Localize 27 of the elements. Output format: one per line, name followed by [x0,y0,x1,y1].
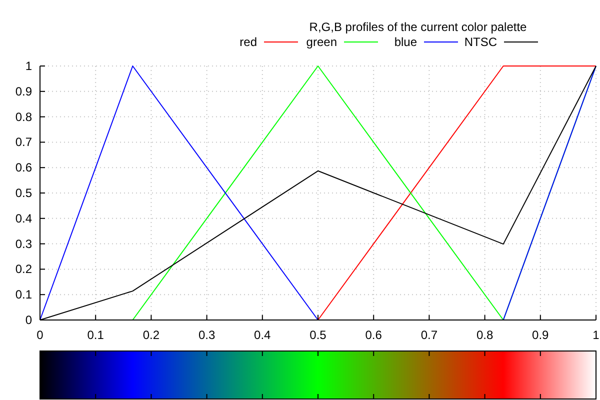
x-tick-label: 0.4 [254,328,272,342]
chart-title: R,G,B profiles of the current color palette [309,20,528,34]
x-tick-label: 0.8 [476,328,494,342]
y-tick-label: 0 [25,313,32,327]
y-tick-label: 0.7 [15,135,32,150]
x-tick-label: 0.1 [87,328,104,342]
y-tick-label: 0.4 [15,211,32,226]
x-tick-label: 0.7 [420,328,438,342]
x-tick-label: 0.5 [310,328,327,342]
x-tick-label: 0.3 [198,328,216,342]
x-tick-label: 0.2 [142,328,160,342]
x-tick-label: 0.6 [365,328,382,342]
legend-label: NTSC [464,35,498,49]
y-tick-label: 0.9 [15,84,32,98]
legend-label: red [240,35,257,49]
y-tick-label: 0.5 [15,186,32,200]
y-tick-label: 0.1 [15,288,32,302]
y-tick-label: 0.2 [15,262,32,276]
x-tick-label: 0.9 [532,328,550,342]
y-tick-label: 0.3 [15,236,32,251]
y-tick-label: 0.6 [15,160,32,175]
x-tick-label: 0 [36,328,44,342]
y-tick-label: 1 [25,59,32,73]
legend-label: green [306,35,337,49]
legend-label: blue [394,35,418,49]
x-tick-label: 1 [592,328,600,342]
y-tick-label: 0.8 [15,110,32,124]
